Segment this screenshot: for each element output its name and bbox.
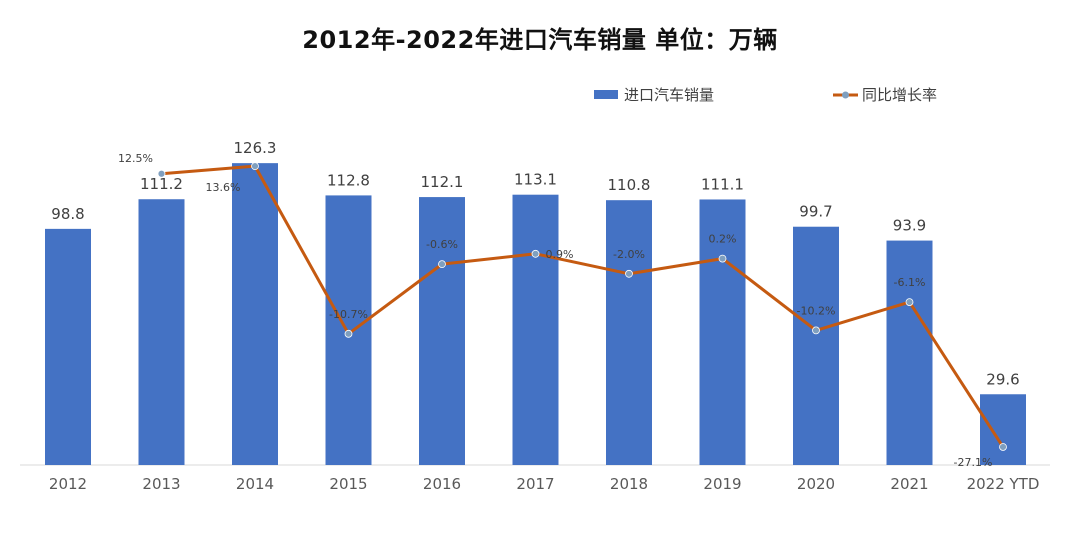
growth-point bbox=[157, 169, 166, 178]
x-tick-label: 2015 bbox=[329, 475, 367, 493]
growth-value-label: 13.6% bbox=[206, 181, 241, 194]
bar-2020 bbox=[793, 226, 839, 465]
growth-value-label: -6.1% bbox=[894, 276, 926, 289]
growth-value-label: -2.0% bbox=[613, 248, 645, 261]
bar-value-label: 111.1 bbox=[701, 175, 744, 193]
growth-value-label: -27.1% bbox=[954, 456, 993, 469]
x-tick-label: 2020 bbox=[797, 475, 835, 493]
bar-value-label: 126.3 bbox=[234, 139, 277, 157]
growth-value-label: -10.2% bbox=[797, 304, 836, 317]
x-tick-label: 2014 bbox=[236, 475, 274, 493]
growth-rate-line bbox=[161, 164, 1005, 448]
bar-2013 bbox=[138, 199, 185, 465]
bar-value-label: 98.8 bbox=[51, 205, 84, 223]
bar-value-label: 110.8 bbox=[608, 176, 651, 194]
growth-point bbox=[812, 326, 820, 335]
bar-value-label: 99.7 bbox=[799, 203, 832, 221]
growth-point bbox=[438, 260, 446, 269]
growth-point bbox=[251, 162, 259, 171]
bar-value-label: 111.2 bbox=[140, 175, 183, 193]
bar-value-label: 112.8 bbox=[327, 171, 370, 189]
bar-2012 bbox=[45, 228, 91, 465]
bar-value-label: 112.1 bbox=[421, 173, 464, 191]
bar-2022-ytd bbox=[980, 394, 1026, 465]
bar-2016 bbox=[419, 197, 465, 465]
x-tick-label: 2016 bbox=[423, 475, 461, 493]
growth-value-label: -0.6% bbox=[426, 238, 458, 251]
x-tick-label: 2012 bbox=[49, 475, 87, 493]
growth-value-label: 0.9% bbox=[546, 248, 574, 261]
x-tick-label: 2022 YTD bbox=[967, 475, 1040, 493]
bar-value-label: 113.1 bbox=[514, 171, 557, 189]
x-tick-label: 2018 bbox=[610, 475, 648, 493]
legend-bar-label: 进口汽车销量 bbox=[624, 86, 714, 104]
bar-2021 bbox=[886, 240, 933, 465]
bar-2017 bbox=[512, 194, 559, 466]
bar-2019 bbox=[699, 199, 746, 465]
legend-line-marker bbox=[842, 91, 849, 99]
growth-point bbox=[999, 443, 1007, 451]
legend-line-label: 同比增长率 bbox=[862, 86, 937, 104]
x-tick-label: 2021 bbox=[890, 475, 928, 493]
chart-title: 2012年-2022年进口汽车销量 单位：万辆 bbox=[302, 26, 778, 54]
x-tick-label: 2017 bbox=[516, 475, 554, 493]
x-tick-label: 2019 bbox=[703, 475, 741, 493]
growth-point bbox=[718, 254, 727, 263]
growth-value-label: 0.2% bbox=[709, 233, 737, 246]
x-tick-label: 2013 bbox=[142, 475, 180, 493]
growth-point bbox=[344, 329, 353, 338]
legend-bar-swatch bbox=[594, 90, 618, 99]
growth-point bbox=[905, 298, 914, 306]
bar-2014 bbox=[232, 163, 278, 465]
bar-value-label: 93.9 bbox=[893, 217, 926, 235]
bar-2018 bbox=[606, 200, 652, 466]
growth-value-label: 12.5% bbox=[118, 152, 153, 165]
growth-value-label: -10.7% bbox=[329, 308, 368, 321]
growth-point bbox=[625, 269, 633, 278]
bar-value-label: 29.6 bbox=[986, 370, 1019, 388]
growth-point bbox=[531, 249, 540, 258]
